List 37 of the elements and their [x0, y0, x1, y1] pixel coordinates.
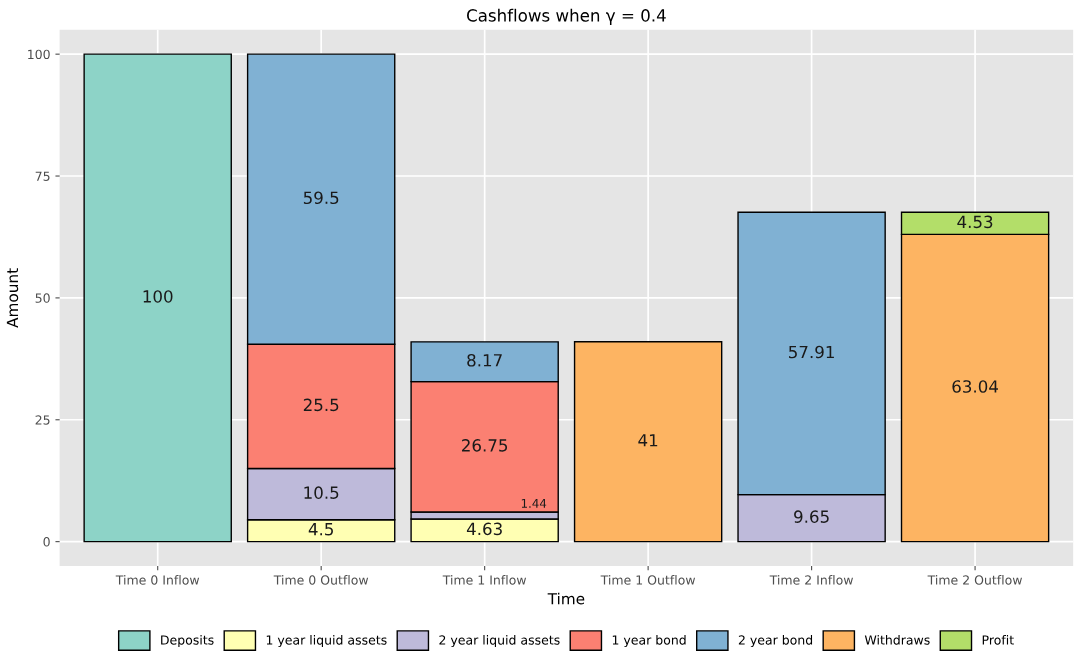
data-label: 1.44 [521, 499, 547, 508]
legend-label: 1 year liquid assets [266, 635, 387, 648]
x-tick-label: Time 2 Inflow [769, 575, 853, 585]
bar [83, 53, 232, 543]
legend-label: 2 year bond [738, 635, 813, 648]
y-axis-title: Amount [6, 268, 19, 328]
data-label: 41 [638, 434, 658, 447]
data-label: 57.91 [789, 345, 834, 359]
bar [573, 341, 723, 543]
data-label: 59.5 [303, 191, 339, 205]
data-label: 8.17 [467, 353, 502, 367]
data-label: 4.5 [308, 523, 333, 536]
y-tick-label: 50 [35, 293, 50, 303]
y-tick-label: 25 [35, 415, 50, 425]
chart-title: Cashflows when γ = 0.4 [467, 8, 666, 25]
data-label: 9.65 [794, 510, 829, 523]
data-label: 4.63 [466, 522, 502, 536]
data-label: 4.53 [957, 215, 993, 229]
data-label: 100 [143, 290, 173, 303]
x-tick-label: Time 1 Outflow [600, 575, 696, 585]
legend-label: Profit [982, 635, 1014, 645]
legend-label: Withdraws [864, 635, 930, 645]
data-label: 10.5 [304, 486, 339, 499]
legend-label: 2 year liquid assets [439, 635, 560, 648]
x-tick-label: Time 0 Inflow [115, 575, 200, 585]
y-tick-label: 0 [43, 537, 50, 547]
legend-label: 1 year bond [612, 635, 686, 648]
y-tick-label: 100 [28, 49, 50, 60]
y-tick-label: 75 [35, 171, 50, 181]
data-label: 25.5 [303, 398, 339, 412]
data-label: 63.04 [952, 380, 998, 393]
legend-label: Deposits [161, 635, 214, 648]
x-tick-label: Time 0 Outflow [273, 575, 369, 585]
data-label: 26.75 [462, 439, 508, 452]
x-tick-label: Time 1 Inflow [442, 575, 527, 585]
x-axis-title: Time [547, 592, 585, 605]
x-tick-label: Time 2 Outflow [927, 575, 1022, 585]
